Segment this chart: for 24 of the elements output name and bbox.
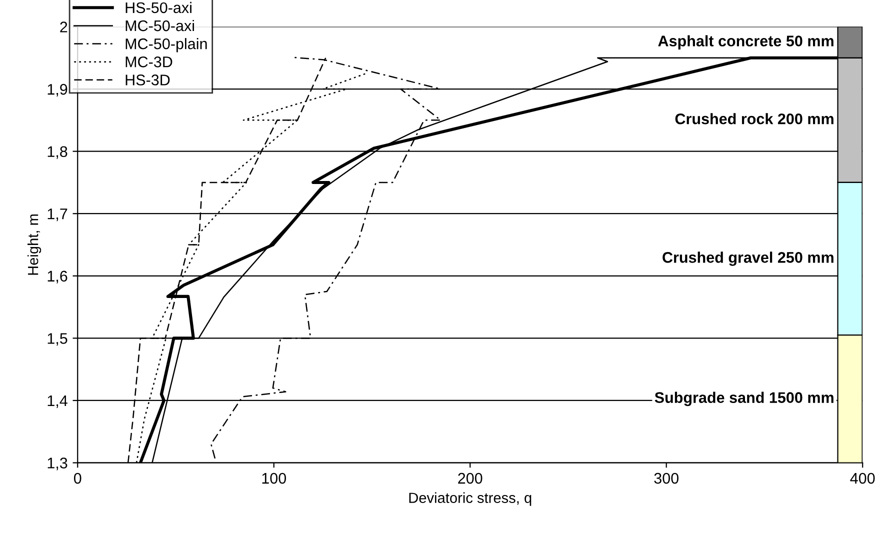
x-tick-label: 300 [654, 472, 678, 484]
legend-label: MC-50-plain [126, 38, 207, 52]
y-axis-title: Height, m [28, 214, 42, 275]
x-tick-label: 100 [262, 472, 286, 484]
series-label: Crushed rock 200 mm [675, 113, 834, 124]
series-label: Asphalt concrete 50 mm [658, 35, 834, 50]
x-tick-label: 0 [74, 472, 82, 484]
series-label: Crushed gravel 250 mm [662, 252, 834, 266]
y-tick-label: 1,8 [48, 146, 68, 159]
series-label: Subgrade sand 1500 mm [654, 392, 834, 406]
legend-label: HS-50-axi [126, 2, 192, 14]
y-tick-label: 2 [60, 22, 68, 32]
legend-label: MC-50-axi [126, 20, 194, 32]
y-tick-label: 1,4 [48, 396, 68, 408]
y-tick-label: 1,6 [48, 270, 68, 284]
legend-label: HS-3D [126, 74, 170, 86]
legend-label: MC-3D [126, 56, 172, 68]
x-tick-label: 400 [850, 472, 875, 484]
y-tick-label: 1,3 [48, 458, 68, 470]
y-tick-label: 1,5 [48, 333, 68, 346]
y-tick-label: 1,7 [48, 208, 68, 222]
x-tick-label: 200 [458, 472, 482, 484]
x-axis-title: Deviatoric stress, q [409, 492, 532, 506]
y-tick-label: 1,9 [48, 84, 68, 97]
